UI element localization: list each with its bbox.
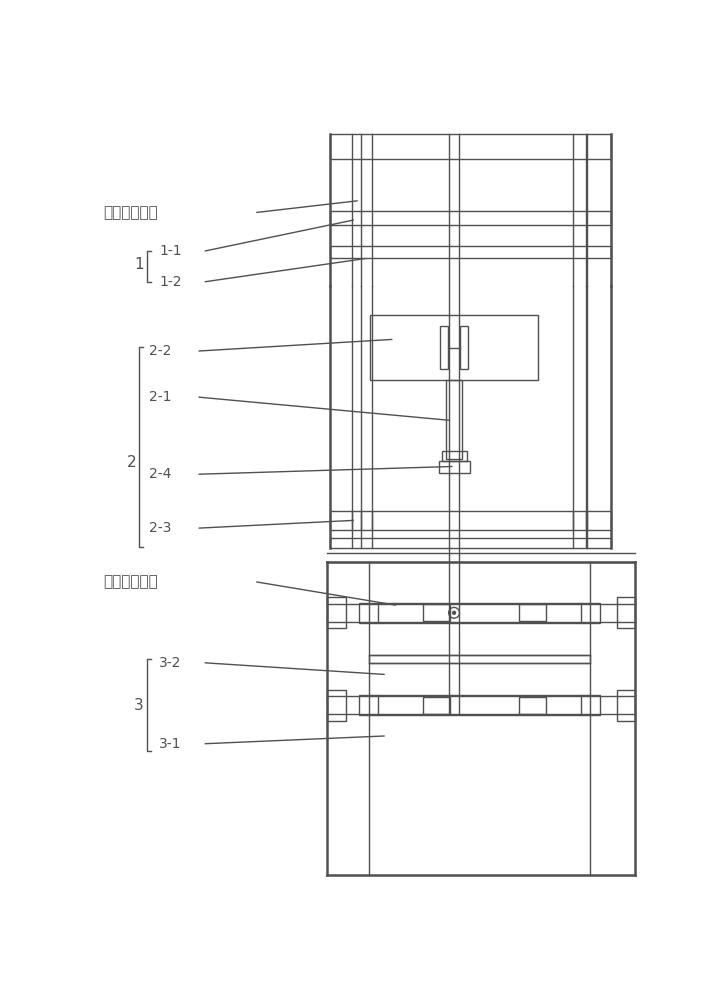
Bar — [447, 380, 462, 459]
Bar — [617, 690, 635, 721]
Text: 2: 2 — [127, 455, 136, 470]
Bar — [330, 538, 611, 548]
Bar — [330, 134, 611, 158]
Text: 1: 1 — [134, 257, 144, 272]
Text: 3-2: 3-2 — [159, 656, 181, 670]
Bar — [442, 451, 467, 461]
Text: 2-1: 2-1 — [149, 390, 171, 404]
Text: 3: 3 — [134, 698, 144, 713]
Bar — [519, 697, 546, 714]
Bar — [440, 461, 470, 473]
Bar — [330, 511, 611, 530]
Bar — [330, 211, 611, 225]
Text: 2-3: 2-3 — [149, 521, 171, 535]
Text: 料车行走导轨: 料车行走导轨 — [103, 205, 158, 220]
Text: 料车后轮转轴: 料车后轮转轴 — [103, 574, 158, 589]
Bar — [359, 695, 378, 715]
Bar — [359, 603, 378, 623]
Text: 1-2: 1-2 — [159, 275, 181, 289]
Bar — [422, 697, 450, 714]
Bar — [369, 655, 590, 663]
Bar — [581, 695, 599, 715]
Bar — [327, 597, 346, 628]
Bar — [330, 246, 611, 258]
Bar — [617, 597, 635, 628]
Bar — [370, 315, 538, 380]
Bar — [422, 604, 450, 621]
Circle shape — [452, 611, 456, 615]
Text: 3-1: 3-1 — [159, 737, 181, 751]
Bar — [440, 326, 448, 369]
Bar — [581, 603, 599, 623]
Bar — [460, 326, 468, 369]
Text: 2-2: 2-2 — [149, 344, 171, 358]
Bar — [327, 690, 346, 721]
Text: 1-1: 1-1 — [159, 244, 182, 258]
Bar — [519, 604, 546, 621]
Text: 2-4: 2-4 — [149, 467, 171, 481]
